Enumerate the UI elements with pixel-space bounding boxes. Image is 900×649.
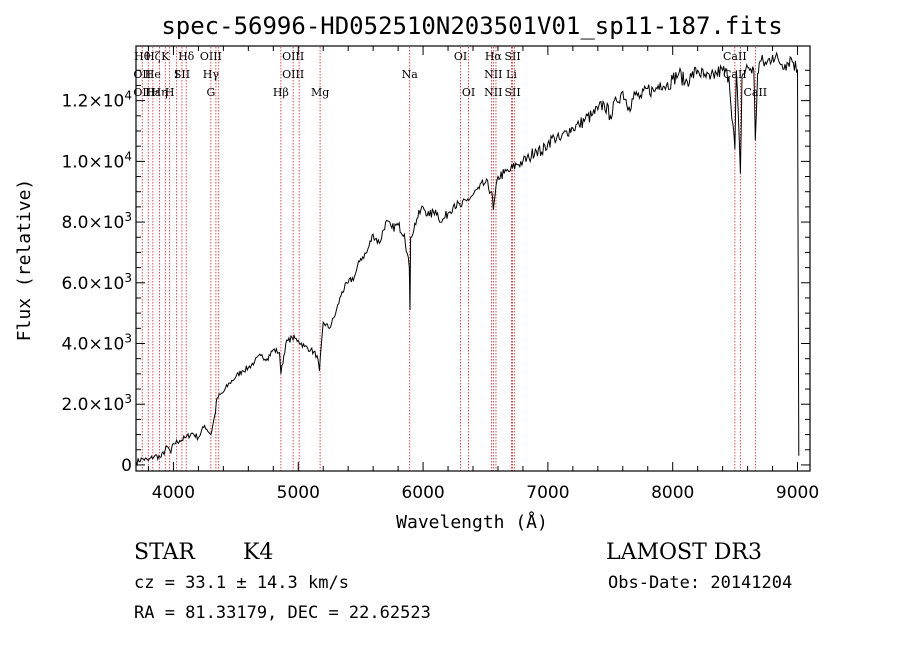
line-label: Hθ [134,50,151,63]
line-label: OII [133,86,151,99]
line-label: SII [504,86,520,99]
line-label: CaII [743,86,767,99]
line-label: NII [484,68,502,81]
line-label: SII [504,50,520,63]
line-label: Hη [151,86,167,99]
line-label: Mg [311,86,329,99]
line-label: Hδ [178,50,195,63]
sky-coordinates: RA = 81.33179, DEC = 22.62523 [134,603,431,623]
y-tick-label: 1.0×104 [61,149,132,172]
y-tick-label: 6.0×103 [61,271,132,294]
line-label: H [165,86,175,99]
object-subclass: K4 [243,540,274,565]
survey-name: LAMOST DR3 [606,540,762,565]
spectrum-line [135,51,800,467]
observation-date: Obs-Date: 20141204 [608,573,793,593]
y-tick-label: 1.2×104 [61,89,132,112]
line-label: Hα [485,50,503,63]
x-tick-label: 5000 [277,483,320,503]
line-label: OI [462,86,475,99]
y-axis-label: Flux (relative) [14,179,35,342]
y-tick-label: 2.0×103 [61,392,132,415]
line-label: Li [506,68,517,81]
x-axis-label: Wavelength (Å) [396,511,548,533]
y-tick-label: 0 [121,456,132,476]
line-label: I [175,68,179,81]
object-class: STAR [134,540,195,565]
x-tick-label: 7000 [526,483,569,503]
y-tick-label: 4.0×103 [61,332,132,355]
y-axis-ticks: 0 2.0×103 4.0×103 6.0×103 8.0×103 1.0×104 1.2×… [61,69,810,476]
y-tick-label: 8.0×103 [61,210,132,233]
redshift-velocity: cz = 33.1 ± 14.3 km/s [134,573,349,593]
line-label: Hβ [273,86,289,99]
line-label: CaII [723,50,747,63]
x-tick-label: 4000 [152,483,195,503]
x-tick-label: 8000 [651,483,694,503]
line-label: Hγ [203,68,220,81]
line-label: Na [402,68,419,81]
line-label: K [161,50,170,63]
line-label: Hε [145,86,161,99]
line-label: G [206,86,215,99]
emission-line-markers [141,47,756,471]
line-label: OI [454,50,467,63]
line-label: NII [484,86,502,99]
x-tick-label: 9000 [776,483,819,503]
x-axis-ticks: 4000 5000 6000 7000 8000 9000 [147,46,819,503]
line-label: OIII [200,50,222,63]
line-label: OIII [282,68,304,81]
chart-title: spec-56996-HD052510N203501V01_sp11-187.f… [161,12,782,40]
x-tick-label: 6000 [401,483,444,503]
line-label: He [145,68,161,81]
line-label: SII [174,68,190,81]
line-label: OII [133,68,151,81]
line-label: Hζ [145,50,161,63]
line-label: OIII [282,50,304,63]
plot-frame [135,45,811,472]
